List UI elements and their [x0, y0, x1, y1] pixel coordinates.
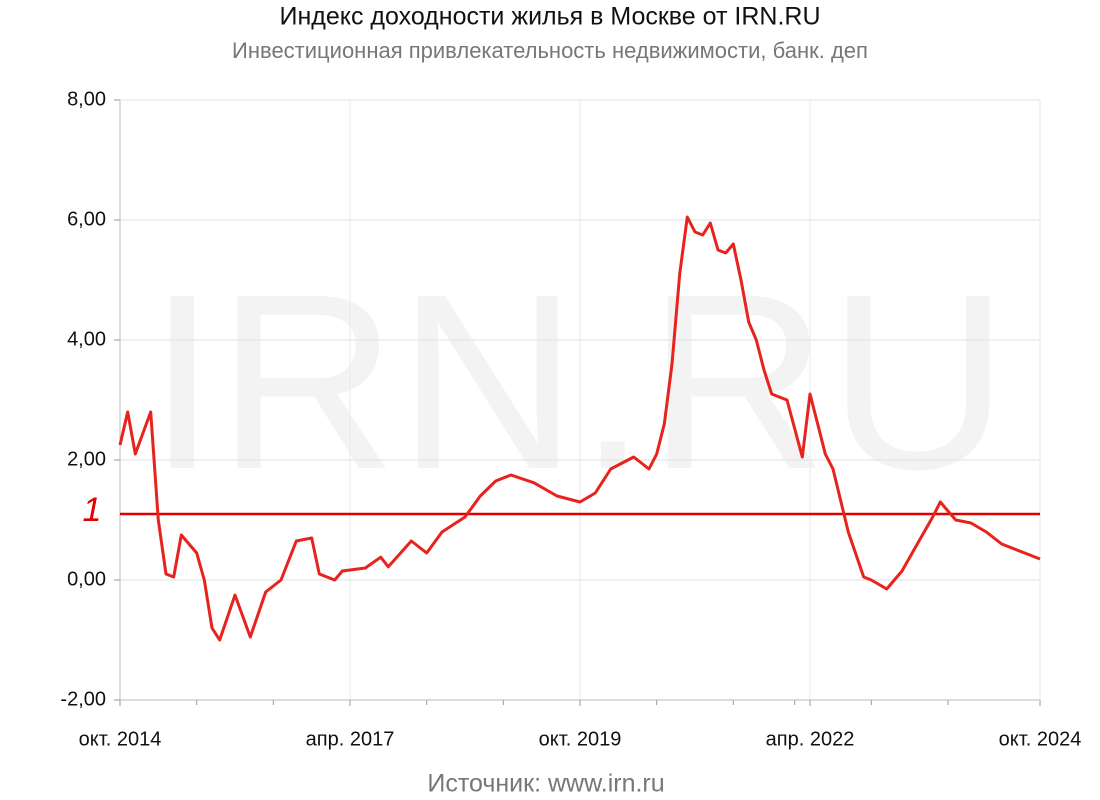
x-tick-label: апр. 2022: [766, 728, 855, 750]
data-line: [118, 215, 1041, 642]
reference-label: 1: [83, 491, 102, 529]
y-tick-label: 0,00: [67, 568, 106, 590]
x-tick-label: окт. 2014: [79, 728, 162, 750]
chart-title: Индекс доходности жилья в Москве от IRN.…: [279, 3, 820, 31]
x-tick-label: окт. 2019: [539, 728, 622, 750]
chart-subtitle: Инвестиционная привлекательность недвижи…: [232, 38, 868, 63]
source: Источник: www.irn.ru: [427, 770, 664, 798]
y-tick-label: 2,00: [67, 448, 106, 470]
y-tick-label: -2,00: [60, 688, 106, 710]
y-tick-label: 8,00: [67, 88, 106, 110]
y-tick-label: 4,00: [67, 328, 106, 350]
y-tick-label: 6,00: [67, 208, 106, 230]
watermark: IRN.RU: [147, 242, 1008, 521]
x-tick-label: окт. 2024: [999, 728, 1082, 750]
x-tick-label: апр. 2017: [306, 728, 395, 750]
